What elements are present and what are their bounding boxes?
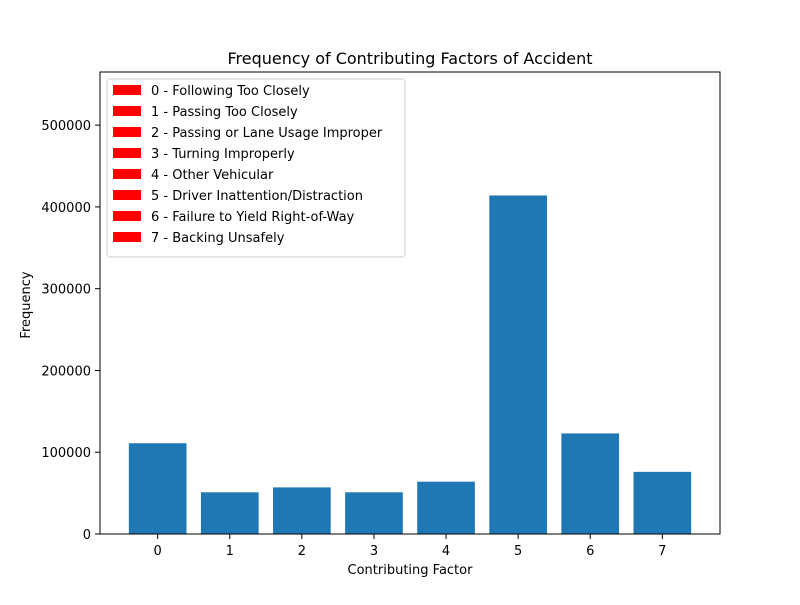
legend-swatch-6 — [113, 211, 141, 221]
bars-group — [128, 195, 692, 534]
legend-entry-6: 6 - Failure to Yield Right-of-Way — [151, 210, 355, 225]
chart-title: Frequency of Contributing Factors of Acc… — [227, 49, 592, 68]
y-tick-label-100000: 100000 — [41, 446, 91, 461]
bar-0 — [128, 443, 187, 534]
bar-3 — [345, 492, 403, 534]
x-tick-label-0: 0 — [154, 544, 162, 559]
legend-entry-1: 1 - Passing Too Closely — [151, 105, 298, 120]
y-axis-label: Frequency — [19, 271, 34, 338]
legend-swatch-7 — [113, 232, 141, 242]
y-tick-label-400000: 400000 — [41, 201, 91, 216]
x-tick-label-4: 4 — [442, 544, 450, 559]
y-tick-label-200000: 200000 — [41, 364, 91, 379]
legend-entry-2: 2 - Passing or Lane Usage Improper — [151, 126, 383, 141]
y-axis-ticks: 0 100000 200000 300000 400000 500000 — [41, 119, 100, 543]
bar-7 — [633, 471, 692, 534]
bar-6 — [561, 433, 620, 534]
x-tick-label-6: 6 — [586, 544, 594, 559]
x-tick-label-7: 7 — [658, 544, 666, 559]
legend-box — [106, 78, 406, 258]
y-tick-label-300000: 300000 — [41, 283, 91, 298]
legend-swatch-2 — [113, 127, 141, 137]
x-axis-ticks: 0 1 2 3 4 5 6 7 — [154, 534, 666, 559]
bar-1 — [200, 492, 259, 534]
legend-swatch-5 — [113, 190, 141, 200]
bar-5 — [489, 195, 547, 534]
x-tick-label-3: 3 — [370, 544, 378, 559]
legend-entry-3: 3 - Turning Improperly — [151, 147, 295, 162]
legend-swatch-1 — [113, 106, 141, 116]
legend-entry-5: 5 - Driver Inattention/Distraction — [151, 189, 363, 204]
legend-swatch-0 — [113, 85, 141, 95]
legend-swatch-4 — [113, 169, 141, 179]
legend-entry-0: 0 - Following Too Closely — [151, 84, 310, 99]
x-axis-label: Contributing Factor — [348, 563, 474, 578]
y-tick-label-0: 0 — [83, 528, 91, 543]
legend-entry-7: 7 - Backing Unsafely — [151, 231, 285, 246]
legend-swatch-3 — [113, 148, 141, 158]
y-tick-label-500000: 500000 — [41, 119, 91, 134]
legend: 0 - Following Too Closely 1 - Passing Too… — [106, 78, 406, 258]
bar-2 — [273, 487, 331, 534]
legend-entry-4: 4 - Other Vehicular — [151, 168, 274, 183]
x-tick-label-1: 1 — [226, 544, 234, 559]
x-tick-label-5: 5 — [514, 544, 522, 559]
plot-frame — [99, 71, 721, 535]
bar-4 — [417, 481, 475, 534]
x-tick-label-2: 2 — [298, 544, 306, 559]
